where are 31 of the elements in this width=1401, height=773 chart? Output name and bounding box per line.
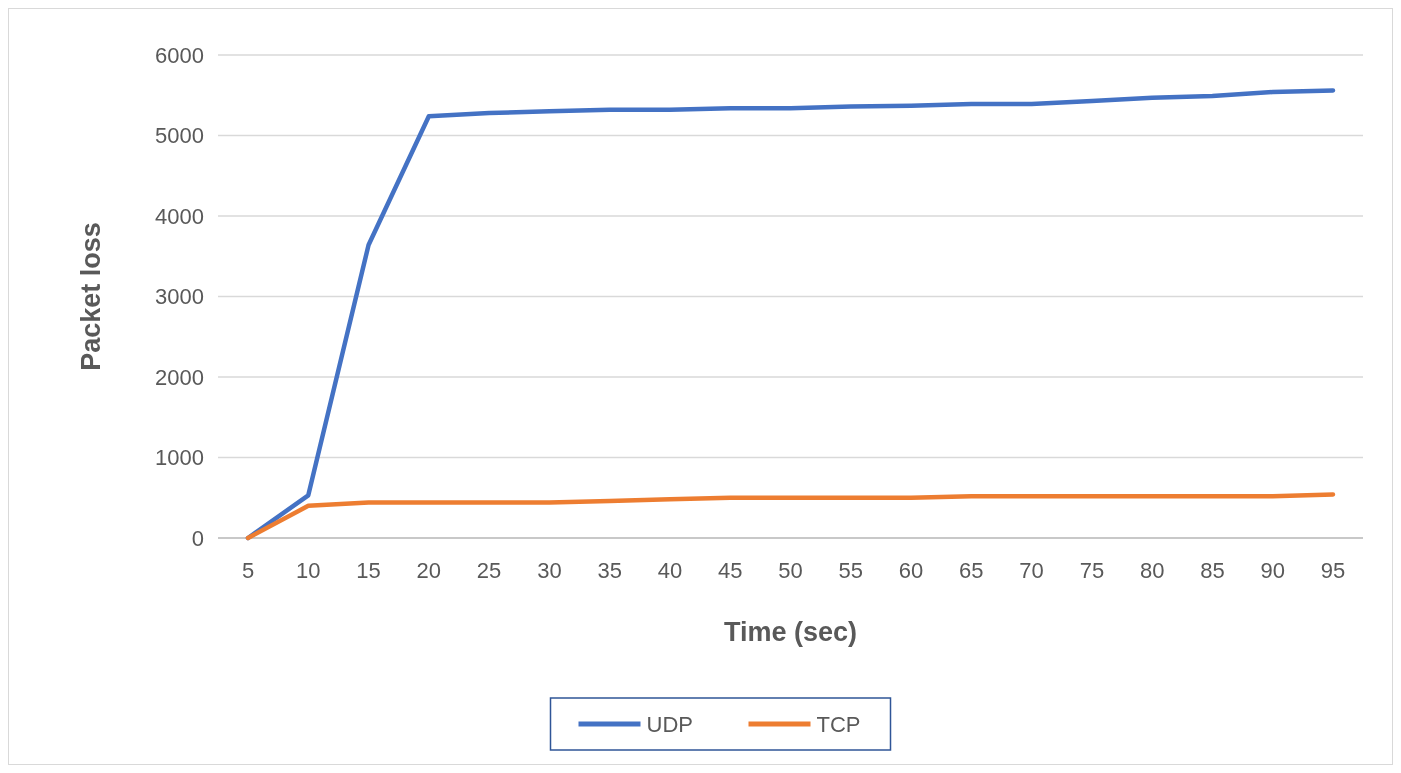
y-tick-label: 0 bbox=[191, 525, 204, 551]
x-tick-label: 15 bbox=[356, 558, 381, 583]
y-tick-label: 4000 bbox=[155, 203, 204, 229]
y-axis-title: Packet loss bbox=[76, 222, 106, 371]
x-tick-label: 95 bbox=[1320, 558, 1346, 583]
y-tick-label: 2000 bbox=[155, 364, 204, 390]
x-tick-label: 90 bbox=[1260, 558, 1285, 583]
x-tick-label: 25 bbox=[476, 558, 502, 583]
x-tick-label: 55 bbox=[838, 558, 864, 583]
x-tick-label: 80 bbox=[1139, 558, 1165, 583]
x-tick-label: 30 bbox=[537, 558, 562, 583]
x-tick-label: 20 bbox=[416, 558, 442, 583]
legend-label: TCP bbox=[816, 711, 861, 737]
x-tick-label: 65 bbox=[959, 558, 984, 583]
x-tick-label: 50 bbox=[778, 558, 803, 583]
x-tick-label: 10 bbox=[296, 558, 321, 583]
x-tick-label: 70 bbox=[1019, 558, 1044, 583]
x-tick-label: 5 bbox=[241, 558, 255, 583]
y-tick-label: 1000 bbox=[155, 445, 204, 471]
line-series bbox=[245, 492, 1336, 541]
x-tick-label: 45 bbox=[717, 558, 743, 583]
y-tick-label: 5000 bbox=[155, 123, 204, 149]
x-tick-label: 85 bbox=[1200, 558, 1225, 583]
x-axis-title: Time (sec) bbox=[723, 617, 858, 647]
y-tick-label: 6000 bbox=[155, 42, 204, 68]
x-tick-label: 60 bbox=[898, 558, 924, 583]
x-tick-label: 40 bbox=[657, 558, 683, 583]
legend-label: UDP bbox=[646, 711, 693, 737]
y-tick-label: 3000 bbox=[155, 284, 204, 310]
x-tick-label: 75 bbox=[1079, 558, 1105, 583]
x-tick-label: 35 bbox=[597, 558, 622, 583]
